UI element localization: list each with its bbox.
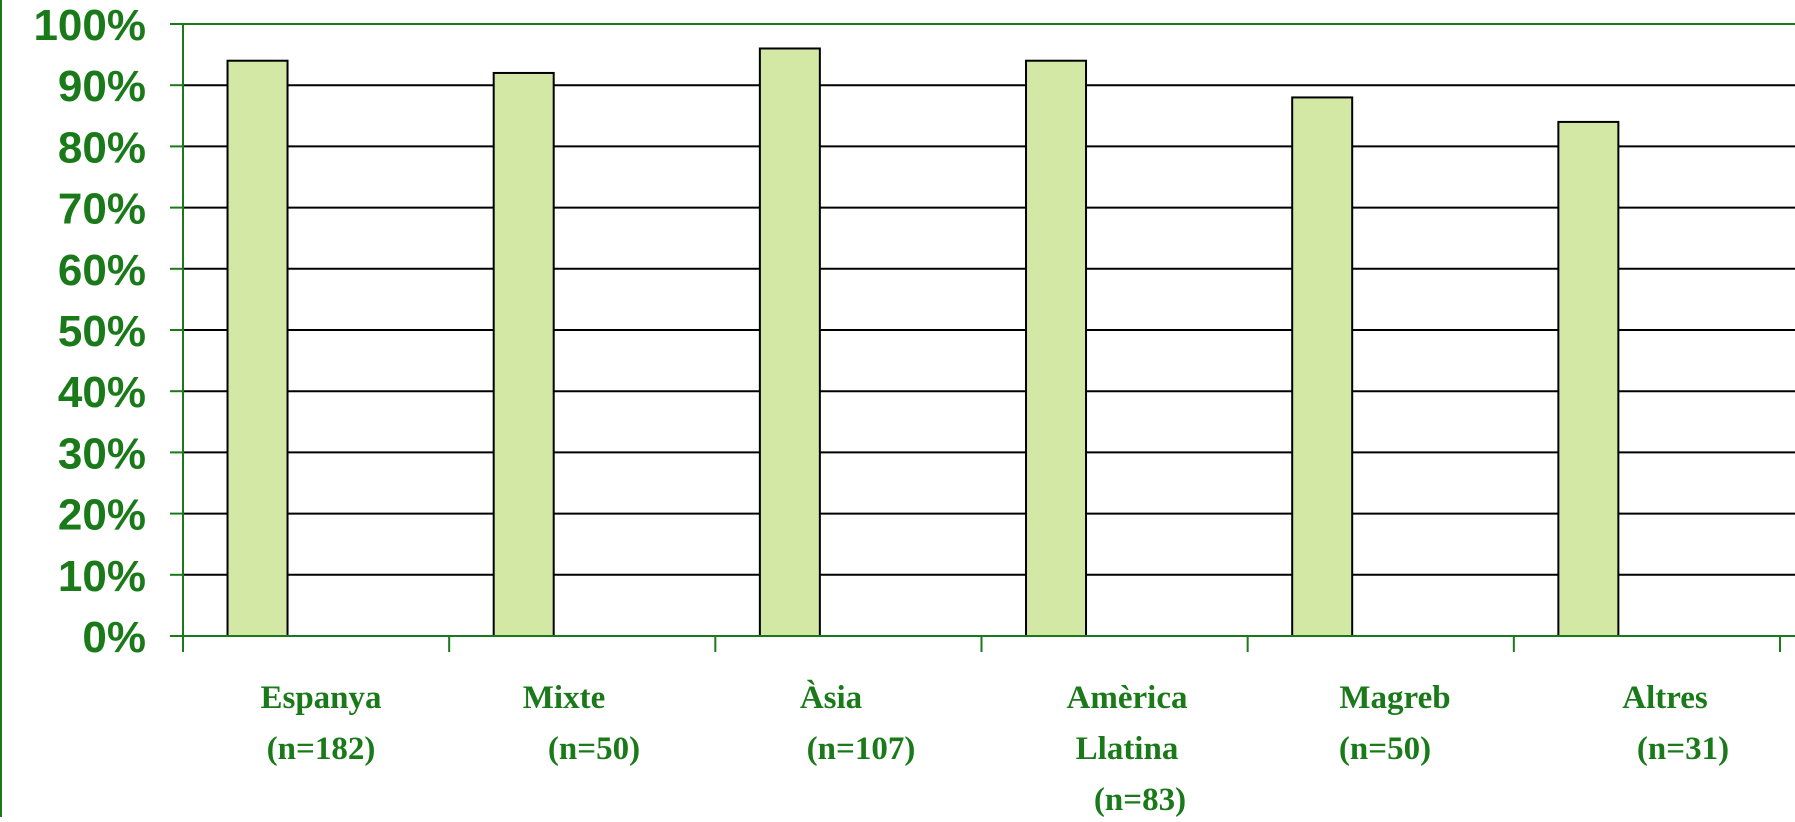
y-tick-labels: 0% 10% 20% 30% 40% 50% 60% 70% 80% 90% 100% [33, 1, 146, 662]
bars [226, 47, 1620, 638]
x-tick-label: (n=182) [267, 731, 376, 767]
y-tick-label: 30% [58, 429, 146, 478]
bar [492, 71, 555, 637]
y-tick-label: 80% [58, 123, 146, 172]
bar [1557, 120, 1620, 638]
x-tick-label: Llatina [1076, 731, 1179, 767]
bar [758, 47, 821, 638]
axes [170, 23, 1795, 652]
x-tick-label: Altres [1622, 680, 1708, 716]
gridlines [183, 23, 1795, 576]
x-tick-label: (n=50) [548, 731, 640, 767]
y-tick-label: 40% [58, 368, 146, 417]
x-tick-label: (n=50) [1339, 731, 1431, 767]
y-tick-label: 90% [58, 62, 146, 111]
x-tick-label: Mixte [523, 680, 605, 716]
x-tick-label: (n=107) [807, 731, 916, 767]
x-tick-label: (n=31) [1637, 731, 1729, 767]
bar [1291, 96, 1354, 637]
x-tick-label: Àsia [800, 679, 862, 716]
y-tick-label: 50% [58, 307, 146, 356]
left-edge-line [0, 0, 2, 817]
bar [1025, 59, 1088, 638]
bar [226, 59, 289, 638]
x-tick-label: Espanya [260, 680, 381, 716]
y-tick-label: 0% [82, 613, 146, 662]
x-tick-label: Magreb [1339, 680, 1450, 716]
y-tick-label: 10% [58, 552, 146, 601]
y-tick-label: 60% [58, 246, 146, 295]
y-tick-label: 20% [58, 491, 146, 540]
x-tick-label: (n=83) [1094, 782, 1186, 817]
y-tick-label: 100% [33, 1, 146, 50]
x-tick-label: Amèrica [1067, 680, 1188, 716]
y-tick-label: 70% [58, 185, 146, 234]
x-tick-labels: Espanya (n=182) Mixte (n=50) Àsia (n=107) Amèr… [260, 679, 1729, 818]
